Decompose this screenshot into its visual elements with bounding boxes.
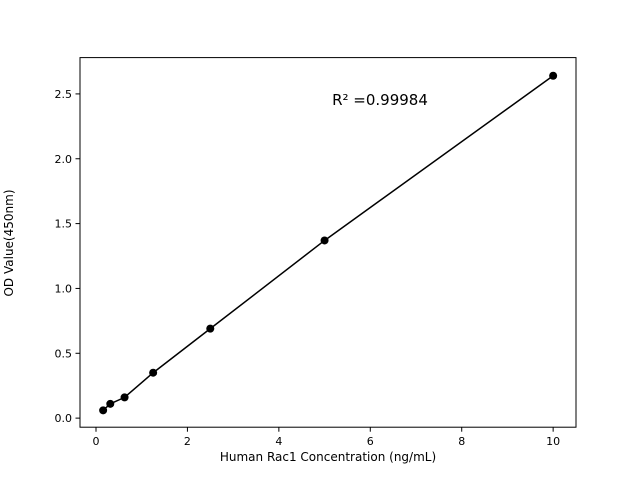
- data-point-marker: [320, 236, 329, 245]
- data-point-marker: [120, 393, 129, 402]
- y-axis-label: OD Value(450nm): [2, 189, 16, 297]
- x-tick-label: 2: [184, 435, 191, 448]
- y-tick-label: 2.5: [55, 88, 73, 101]
- x-tick-label: 0: [93, 435, 100, 448]
- data-point-marker: [206, 324, 215, 333]
- r-squared-annotation: R² =0.99984: [332, 91, 428, 109]
- fit-line: [102, 75, 554, 411]
- x-tick-label: 4: [275, 435, 282, 448]
- x-tick-label: 10: [546, 435, 560, 448]
- y-tick-label: 1.5: [55, 218, 73, 231]
- data-point-marker: [149, 368, 158, 377]
- data-point-marker: [549, 71, 558, 80]
- plot-border: [79, 57, 577, 428]
- data-point-marker: [99, 406, 108, 415]
- y-tick-label: 0.5: [55, 347, 73, 360]
- y-tick-label: 0.0: [55, 412, 73, 425]
- y-tick-label: 1.0: [55, 282, 73, 295]
- y-tick-label: 2.0: [55, 153, 73, 166]
- x-tick-label: 6: [367, 435, 374, 448]
- x-tick-label: 8: [458, 435, 465, 448]
- x-axis-label: Human Rac1 Concentration (ng/mL): [219, 450, 437, 464]
- data-point-marker: [106, 399, 115, 408]
